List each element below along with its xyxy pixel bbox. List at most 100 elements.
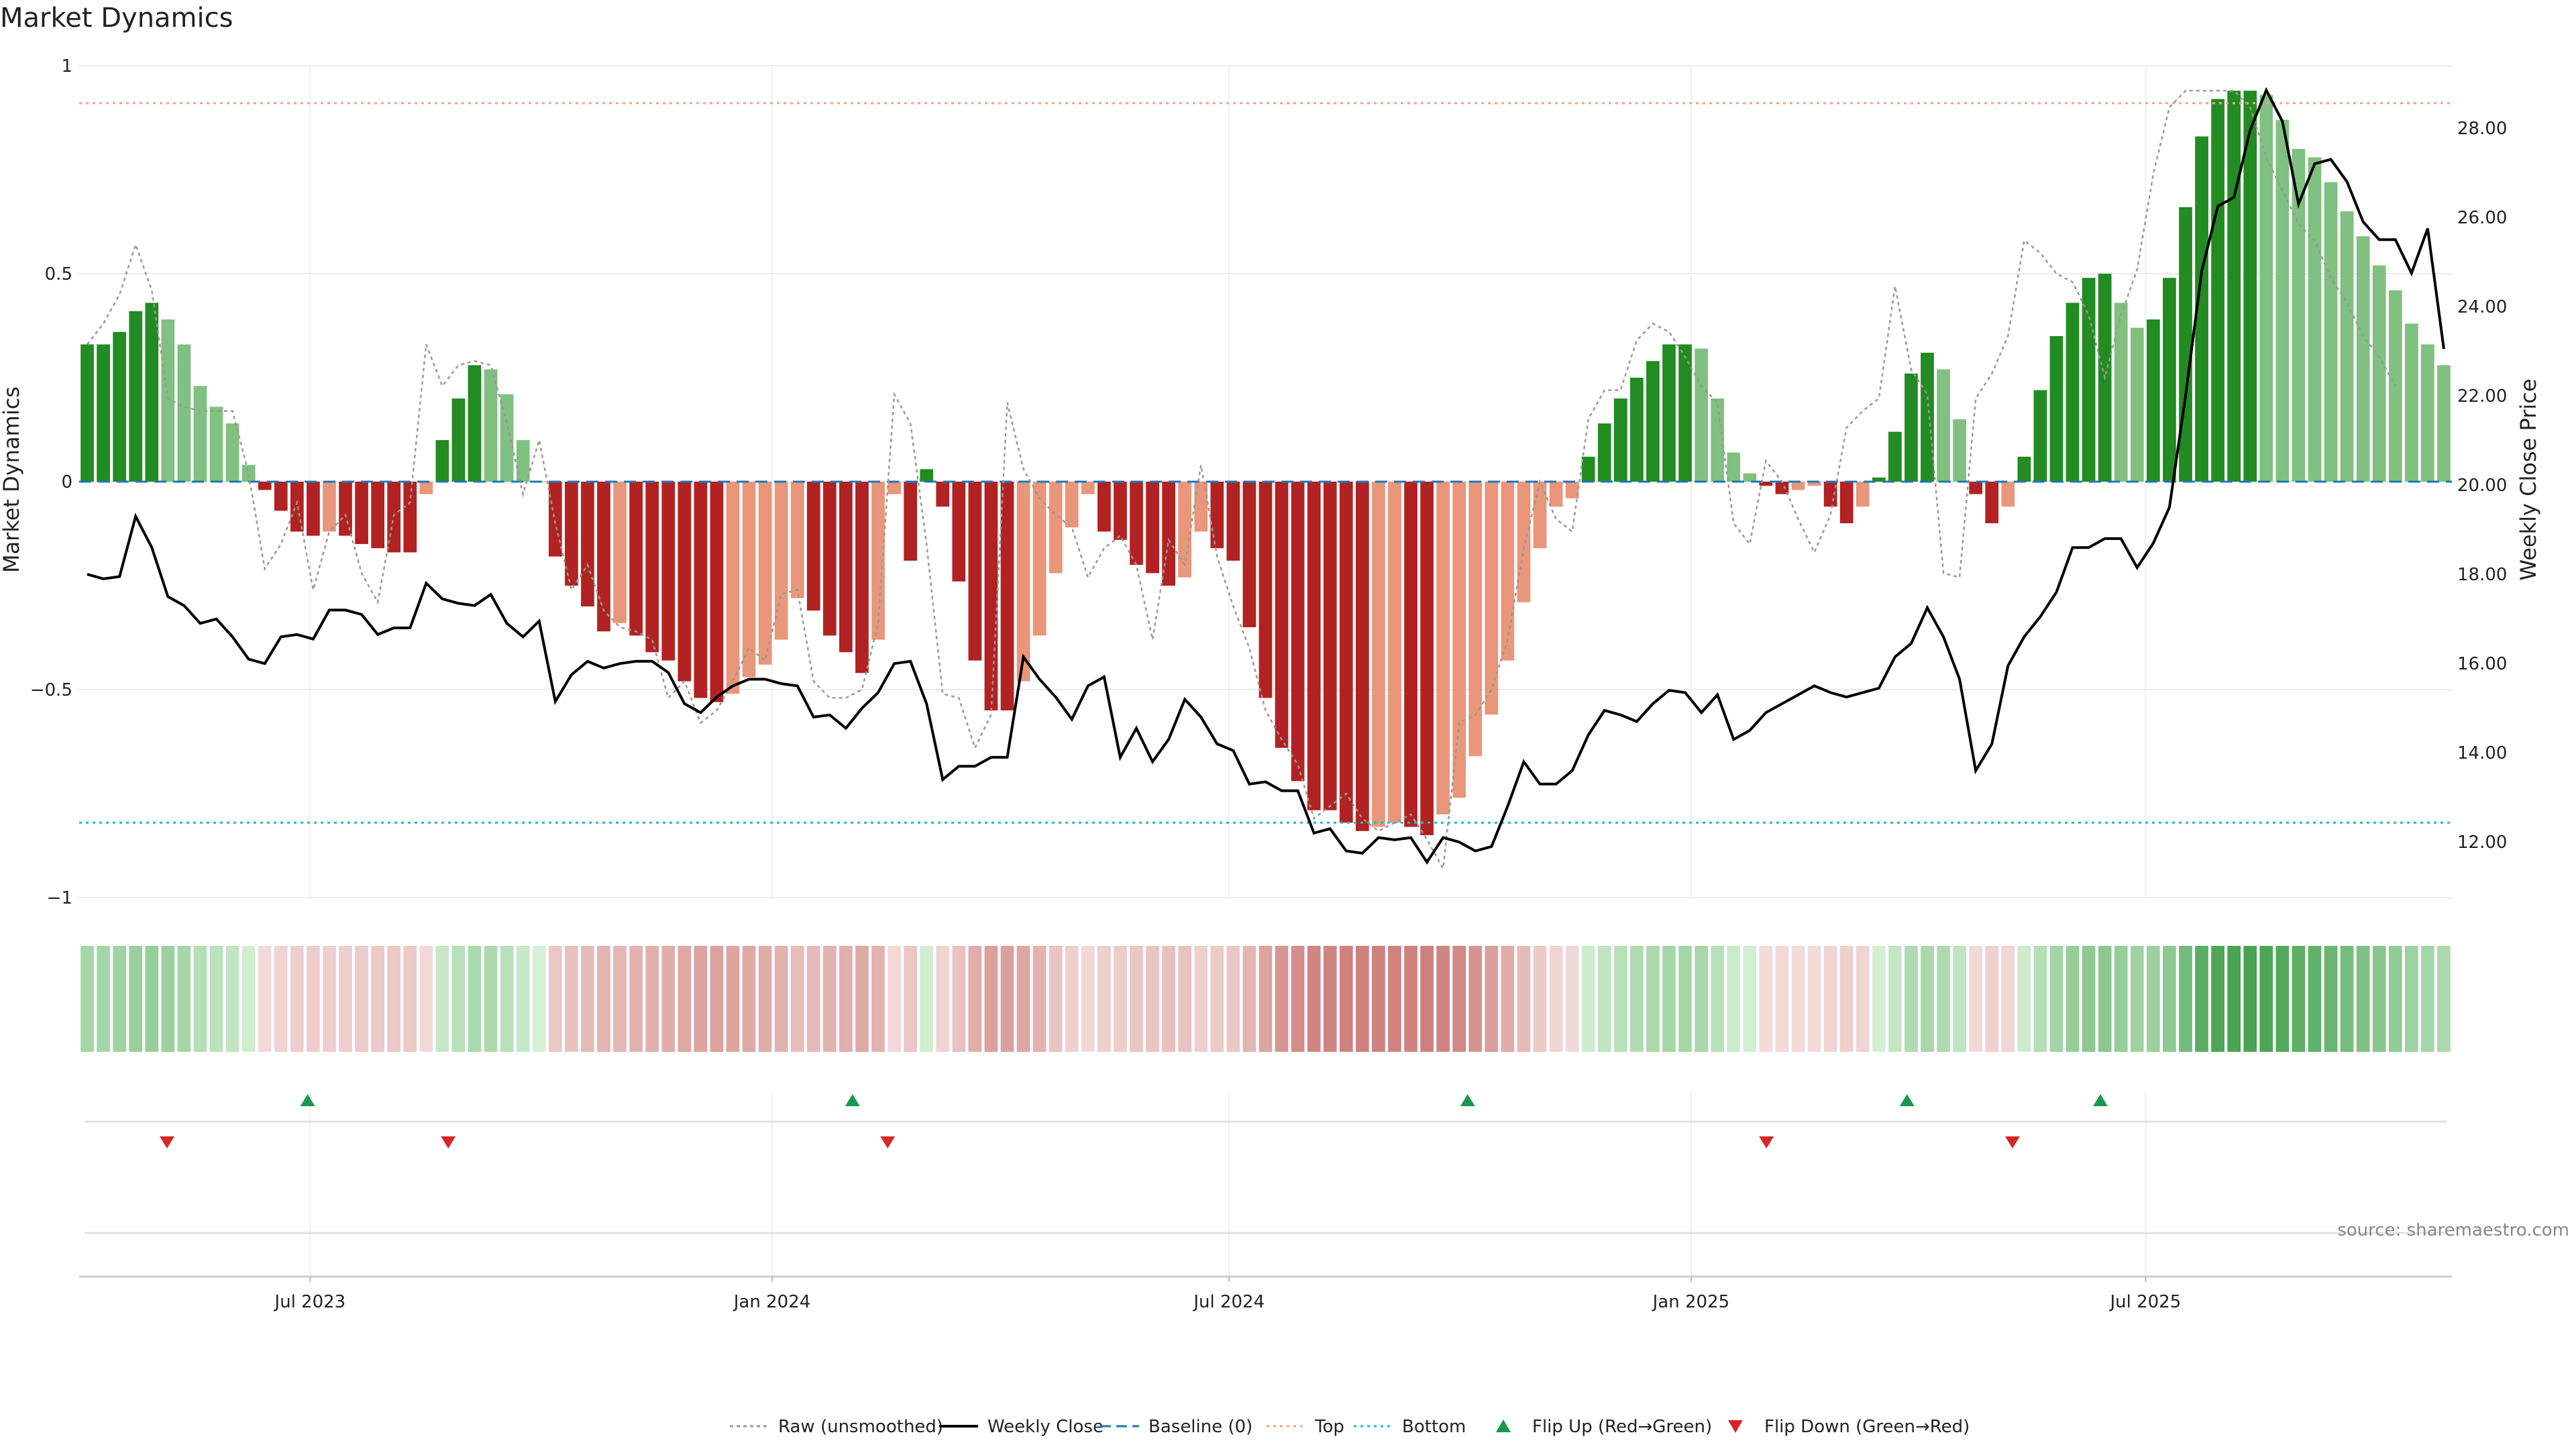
dynamics-bar-16	[339, 482, 352, 536]
weekly-close-series	[87, 87, 2445, 865]
dynamics-bar-124	[2082, 278, 2096, 482]
dynamics-bar-140	[2340, 211, 2354, 482]
dynamics-bar-105	[1775, 482, 1789, 494]
heat-cell-5	[161, 946, 175, 1052]
heat-cell-72	[1242, 946, 1256, 1052]
dynamics-bar-46	[822, 482, 837, 636]
heat-cell-75	[1291, 946, 1305, 1052]
heat-cell-101	[1711, 946, 1725, 1052]
legend-item-3: Top	[1267, 1417, 1344, 1437]
heat-cell-15	[323, 946, 336, 1052]
heat-cell-114	[1921, 946, 1934, 1052]
dynamics-bar-66	[1146, 482, 1159, 574]
legend-label-1: Weekly Close	[987, 1417, 1104, 1437]
weekly-close-line	[87, 87, 2445, 865]
dynamics-bar-61	[1065, 482, 1079, 528]
legend-label-2: Baseline (0)	[1148, 1417, 1252, 1437]
heat-cell-23	[451, 946, 466, 1052]
legend-label-4: Bottom	[1402, 1417, 1466, 1437]
dynamics-bar-38	[694, 482, 708, 698]
heat-cell-46	[822, 946, 837, 1052]
dynamics-bar-112	[1888, 431, 1902, 482]
heat-cell-73	[1258, 946, 1273, 1052]
dynamics-bar-87	[1485, 482, 1499, 715]
heat-cell-91	[1549, 946, 1563, 1052]
heat-cell-69	[1194, 946, 1208, 1052]
heat-cell-97	[1646, 946, 1660, 1052]
dynamics-bar-139	[2324, 182, 2338, 482]
heat-cell-24	[468, 946, 482, 1052]
flip-down-marker-4	[2005, 1136, 2020, 1148]
dynamics-bar-126	[2114, 303, 2128, 482]
heat-cell-77	[1323, 946, 1337, 1052]
flip-down-marker-1	[441, 1136, 456, 1148]
heat-cell-80	[1372, 946, 1385, 1052]
dynamics-bar-93	[1581, 456, 1595, 482]
y-tick-left-3: −0.5	[30, 680, 72, 700]
heat-cell-45	[806, 946, 820, 1052]
dynamics-bar-33	[613, 482, 627, 623]
heat-cell-2	[113, 946, 127, 1052]
heat-cell-111	[1872, 946, 1886, 1052]
dynamics-bar-2	[113, 331, 127, 482]
x-tick-label-4: Jul 2025	[2108, 1292, 2181, 1312]
heat-cell-96	[1630, 946, 1644, 1052]
heat-cell-1	[97, 946, 110, 1052]
dynamics-bar-8	[209, 407, 223, 482]
heat-cell-10	[241, 946, 256, 1052]
dynamics-bar-71	[1226, 482, 1240, 561]
legend-label-0: Raw (unsmoothed)	[778, 1417, 943, 1437]
y-axis-label-right: Weekly Close Price	[2516, 378, 2541, 580]
flip-down-marker-2	[880, 1136, 896, 1148]
dynamics-bar-116	[1953, 419, 1966, 482]
y-axis-label-left: Market Dynamics	[0, 386, 24, 573]
dynamics-bar-118	[1985, 482, 1999, 523]
dynamics-bar-53	[936, 482, 950, 507]
dynamics-bar-27	[516, 440, 530, 482]
dynamics-bar-101	[1711, 398, 1725, 482]
heat-cell-27	[516, 946, 530, 1052]
heat-cell-48	[855, 946, 869, 1052]
dynamics-bar-0	[80, 344, 94, 482]
dynamics-bar-134	[2243, 91, 2257, 482]
dynamics-bar-130	[2179, 207, 2192, 482]
dynamics-bar-136	[2275, 119, 2290, 482]
dynamics-bar-58	[1016, 482, 1030, 682]
heat-cell-42	[758, 946, 772, 1052]
heat-cell-43	[774, 946, 788, 1052]
dynamics-bar-110	[1856, 482, 1870, 507]
heat-cell-74	[1275, 946, 1289, 1052]
heat-cell-127	[2130, 946, 2144, 1052]
heat-cell-16	[339, 946, 352, 1052]
flip-up-marker-0	[300, 1094, 315, 1106]
heat-cell-40	[726, 946, 740, 1052]
heat-cell-105	[1775, 946, 1789, 1052]
heat-cell-22	[435, 946, 449, 1052]
dynamics-bar-117	[1969, 482, 1983, 494]
heat-cell-93	[1581, 946, 1595, 1052]
heat-cell-76	[1307, 946, 1321, 1052]
dynamics-bar-69	[1194, 482, 1208, 532]
dynamics-bar-84	[1436, 482, 1450, 814]
heat-cell-109	[1839, 946, 1854, 1052]
heat-cell-19	[387, 946, 401, 1052]
heat-cell-139	[2324, 946, 2338, 1052]
dynamics-bar-86	[1468, 482, 1483, 757]
heat-cell-63	[1097, 946, 1111, 1052]
x-tick-label-0: Jul 2023	[273, 1292, 345, 1312]
y-tick-right-1: 14.00	[2457, 743, 2507, 763]
heat-cell-138	[2308, 946, 2322, 1052]
heat-cell-89	[1517, 946, 1531, 1052]
heat-cell-120	[2017, 946, 2031, 1052]
dynamics-bar-62	[1081, 482, 1095, 494]
heat-cell-34	[629, 946, 643, 1052]
flip-up-marker-4	[2093, 1094, 2108, 1106]
heat-cell-82	[1404, 946, 1417, 1052]
dynamics-bar-97	[1646, 361, 1660, 482]
heat-cell-37	[678, 946, 692, 1052]
dynamics-bar-41	[742, 482, 756, 678]
heat-cell-119	[2001, 946, 2015, 1052]
heat-cell-95	[1613, 946, 1627, 1052]
dynamics-bar-75	[1291, 482, 1305, 782]
dynamics-bar-55	[968, 482, 982, 661]
